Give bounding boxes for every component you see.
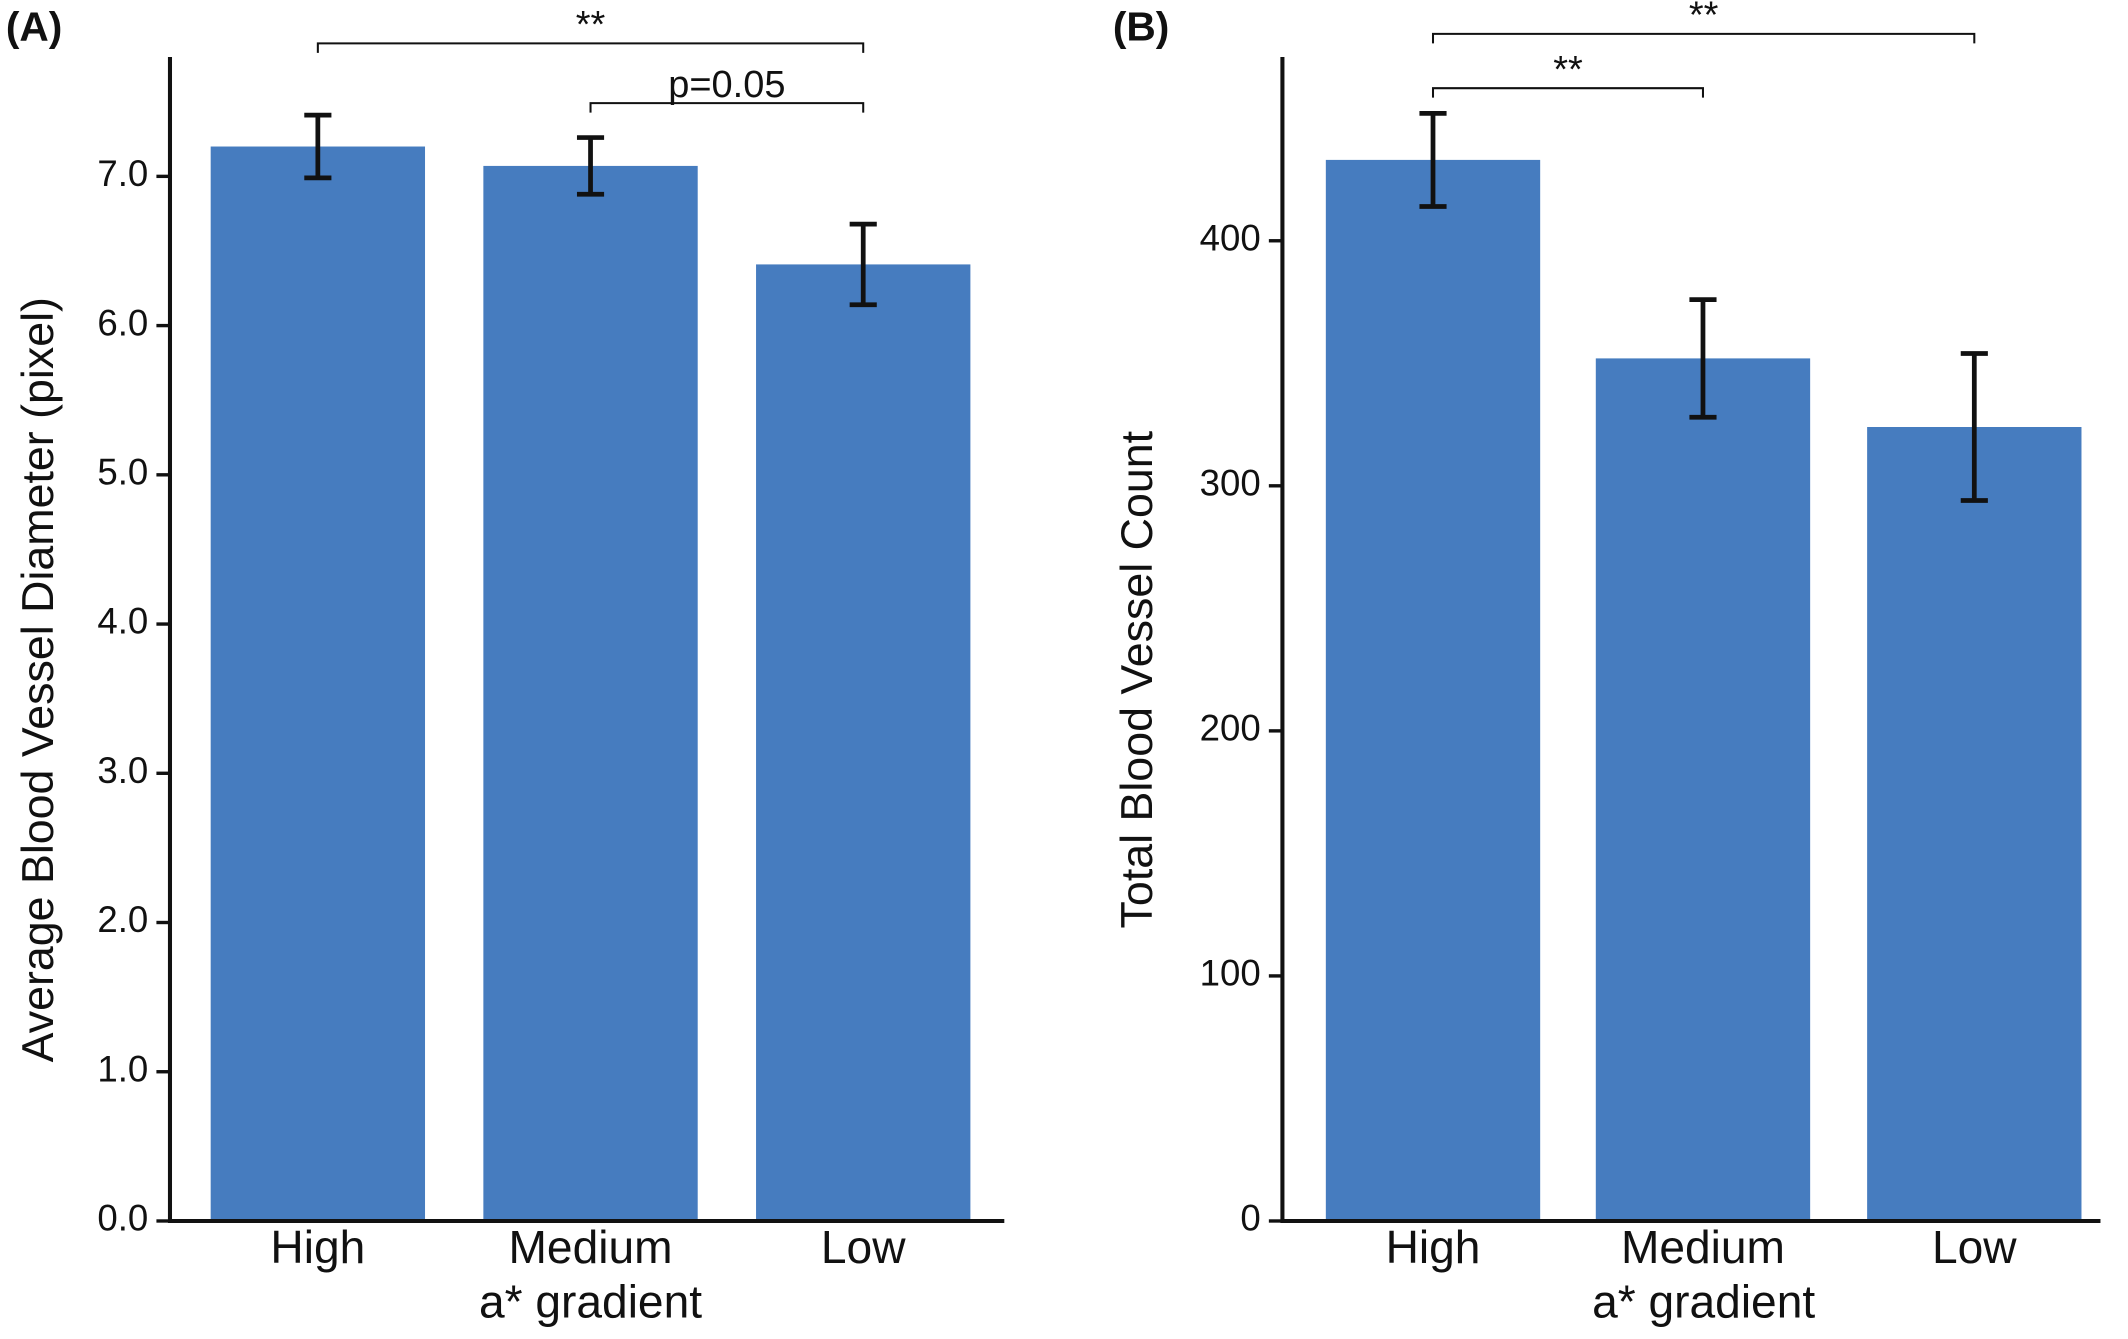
- bar: [1325, 159, 1541, 1221]
- y-tick-label: 0: [1240, 1198, 1260, 1239]
- y-tick-label: 0.0: [97, 1198, 148, 1239]
- bar: [210, 146, 426, 1221]
- y-axis-label: Total Blood Vessel Count: [1112, 430, 1162, 928]
- x-tick-label: Low: [821, 1221, 906, 1273]
- error-bar: [576, 135, 605, 197]
- bar: [1595, 358, 1811, 1221]
- y-tick-label: 400: [1200, 217, 1261, 258]
- error-bar: [849, 221, 877, 308]
- x-tick-label: High: [270, 1221, 365, 1273]
- significance-bracket: [1431, 32, 1976, 44]
- x-axis-label: a* gradient: [1592, 1275, 1815, 1327]
- x-tick-label: Medium: [509, 1221, 673, 1273]
- error-bar: [1419, 110, 1447, 209]
- y-tick-label: 3.0: [97, 750, 148, 791]
- x-tick-label: Medium: [1621, 1221, 1785, 1273]
- x-tick-label: Low: [1932, 1221, 2017, 1273]
- significance-label: **: [1553, 49, 1583, 91]
- y-tick-label: 2.0: [97, 899, 148, 940]
- bar: [483, 165, 698, 1221]
- panel-label: (A): [6, 4, 62, 50]
- bar: [1867, 427, 2082, 1221]
- y-tick-label: 100: [1200, 953, 1261, 994]
- significance-label: **: [1689, 0, 1719, 37]
- significance-bracket: [316, 42, 865, 53]
- y-tick-label: 6.0: [97, 302, 148, 343]
- error-bar: [1689, 297, 1717, 420]
- error-bar: [304, 112, 332, 181]
- y-tick-label: 300: [1200, 462, 1261, 503]
- x-tick-label: High: [1386, 1221, 1481, 1273]
- y-tick-label: 1.0: [97, 1048, 148, 1089]
- y-tick-label: 7.0: [97, 153, 148, 194]
- significance-label: p=0.05: [668, 64, 785, 106]
- x-axis-label: a* gradient: [479, 1275, 702, 1327]
- error-bar: [1960, 351, 1988, 503]
- bar: [756, 264, 971, 1221]
- significance-label: **: [576, 4, 606, 46]
- y-tick-label: 200: [1200, 708, 1261, 749]
- significance-bracket: [1431, 87, 1704, 98]
- y-tick-label: 5.0: [97, 451, 148, 492]
- y-axis-label: Average Blood Vessel Diameter (pixel): [13, 297, 63, 1062]
- significance-bracket: [589, 102, 865, 113]
- panel-label: (B): [1113, 4, 1169, 50]
- y-tick-label: 4.0: [97, 601, 148, 642]
